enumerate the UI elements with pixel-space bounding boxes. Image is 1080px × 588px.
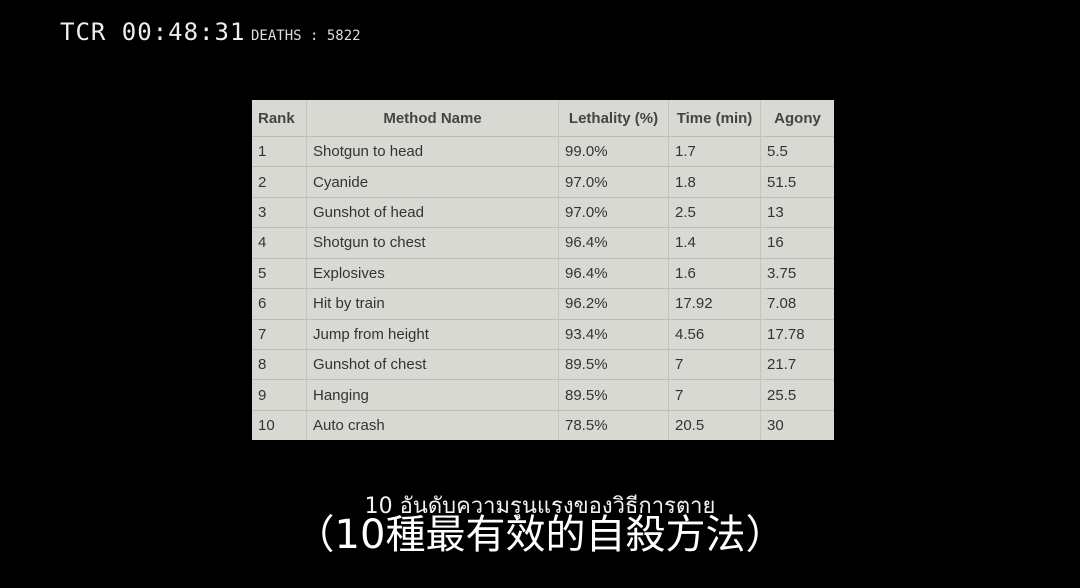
cell-rank: 5: [252, 257, 307, 289]
cell-time: 1.4: [668, 227, 761, 259]
cell-rank: 10: [252, 409, 307, 440]
cell-lethality: 89.5%: [558, 379, 669, 411]
cell-lethality: 96.2%: [558, 288, 669, 320]
cell-agony: 7.08: [760, 288, 834, 320]
cell-method: Hanging: [306, 379, 559, 411]
table-row: 2 Cyanide 97.0% 1.8 51.5: [252, 166, 834, 198]
cell-time: 7: [668, 379, 761, 411]
cell-agony: 16: [760, 227, 834, 259]
cell-lethality: 97.0%: [558, 196, 669, 228]
cell-rank: 8: [252, 348, 307, 380]
timecode: TCR 00:48:31: [60, 18, 246, 46]
cell-agony: 5.5: [760, 135, 834, 167]
cell-rank: 2: [252, 166, 307, 198]
cell-rank: 7: [252, 318, 307, 350]
table-row: 9 Hanging 89.5% 7 25.5: [252, 379, 834, 411]
table-row: 10 Auto crash 78.5% 20.5 30: [252, 409, 834, 440]
cell-time: 1.6: [668, 257, 761, 289]
header-agony: Agony: [760, 100, 834, 137]
cell-method: Gunshot of head: [306, 196, 559, 228]
cell-rank: 4: [252, 227, 307, 259]
cell-method: Shotgun to chest: [306, 227, 559, 259]
table-row: 3 Gunshot of head 97.0% 2.5 13: [252, 196, 834, 228]
cell-agony: 3.75: [760, 257, 834, 289]
table-row: 1 Shotgun to head 99.0% 1.7 5.5: [252, 135, 834, 167]
methods-table: Rank Method Name Lethality (%) Time (min…: [252, 100, 834, 440]
cell-time: 20.5: [668, 409, 761, 440]
cell-time: 1.7: [668, 135, 761, 167]
cell-method: Cyanide: [306, 166, 559, 198]
cell-agony: 51.5: [760, 166, 834, 198]
table-row: 4 Shotgun to chest 96.4% 1.4 16: [252, 227, 834, 259]
cell-time: 1.8: [668, 166, 761, 198]
cell-agony: 30: [760, 409, 834, 440]
cell-time: 2.5: [668, 196, 761, 228]
cell-lethality: 93.4%: [558, 318, 669, 350]
subtitle-chinese: （10種最有效的自殺方法）: [294, 512, 786, 558]
cell-method: Jump from height: [306, 318, 559, 350]
cell-rank: 6: [252, 288, 307, 320]
cell-lethality: 97.0%: [558, 166, 669, 198]
cell-rank: 3: [252, 196, 307, 228]
cell-rank: 9: [252, 379, 307, 411]
deaths-counter: DEATHS : 5822: [251, 28, 361, 44]
cell-time: 17.92: [668, 288, 761, 320]
cell-agony: 25.5: [760, 379, 834, 411]
table-header: Rank Method Name Lethality (%) Time (min…: [252, 100, 834, 137]
header-method: Method Name: [306, 100, 559, 137]
cell-agony: 21.7: [760, 348, 834, 380]
cell-lethality: 96.4%: [558, 257, 669, 289]
cell-lethality: 78.5%: [558, 409, 669, 440]
header-time: Time (min): [668, 100, 761, 137]
cell-time: 4.56: [668, 318, 761, 350]
subtitle-thai: 10 อันดับความรุนแรงของวิธีการตาย: [364, 494, 716, 519]
table-row: 8 Gunshot of chest 89.5% 7 21.7: [252, 348, 834, 380]
header-rank: Rank: [258, 109, 295, 127]
table-row: 6 Hit by train 96.2% 17.92 7.08: [252, 288, 834, 320]
cell-agony: 13: [760, 196, 834, 228]
table-row: 5 Explosives 96.4% 1.6 3.75: [252, 257, 834, 289]
cell-method: Hit by train: [306, 288, 559, 320]
header-lethality: Lethality (%): [558, 100, 669, 137]
cell-method: Auto crash: [306, 409, 559, 440]
cell-lethality: 99.0%: [558, 135, 669, 167]
cell-agony: 17.78: [760, 318, 834, 350]
cell-method: Explosives: [306, 257, 559, 289]
cell-method: Gunshot of chest: [306, 348, 559, 380]
cell-lethality: 96.4%: [558, 227, 669, 259]
cell-method: Shotgun to head: [306, 135, 559, 167]
table-row: 7 Jump from height 93.4% 4.56 17.78: [252, 318, 834, 350]
cell-rank: 1: [252, 135, 307, 167]
cell-time: 7: [668, 348, 761, 380]
cell-lethality: 89.5%: [558, 348, 669, 380]
